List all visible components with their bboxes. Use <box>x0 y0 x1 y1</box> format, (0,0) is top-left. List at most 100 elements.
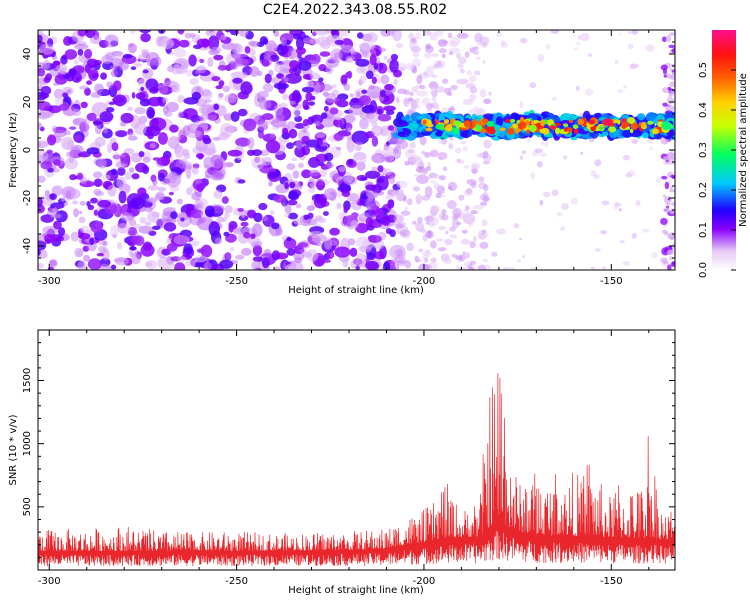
heatmap-cell <box>397 180 408 189</box>
heatmap-cell <box>71 108 82 117</box>
heatmap-cell <box>89 237 95 246</box>
heatmap-cell <box>93 209 99 216</box>
heatmap-cell <box>629 63 640 69</box>
heatmap-cell <box>186 129 202 138</box>
heatmap-cell <box>600 230 607 235</box>
heatmap-cell <box>667 160 675 165</box>
heatmap-cell <box>284 182 289 190</box>
heatmap-cell <box>664 207 670 213</box>
heatmap-cell <box>342 258 349 268</box>
heatmap-cell <box>379 89 386 98</box>
heatmap-cell <box>146 106 155 119</box>
heatmap-cell <box>393 147 399 154</box>
heatmap-cell <box>419 135 427 146</box>
heatmap-cell <box>588 119 596 125</box>
heatmap-cell <box>617 89 624 93</box>
heatmap-cell <box>240 210 246 219</box>
heatmap-cell <box>183 243 193 255</box>
heatmap-cell <box>84 87 91 96</box>
heatmap-cell <box>671 71 675 76</box>
heatmap-cell <box>404 206 408 212</box>
heatmap-cell <box>461 229 468 234</box>
heatmap-cell <box>334 246 351 258</box>
heatmap-cell <box>63 36 73 46</box>
heatmap-cell <box>526 137 531 143</box>
heatmap-cell <box>361 52 368 58</box>
heatmap-cell <box>601 200 610 206</box>
heatmap-cell <box>201 38 210 48</box>
heatmap-cell <box>594 159 602 167</box>
heatmap-cell <box>61 197 66 202</box>
heatmap-cell <box>431 74 438 79</box>
heatmap-cell <box>78 210 83 215</box>
heatmap-cell <box>529 82 537 89</box>
heatmap-cell <box>110 225 119 239</box>
heatmap-cell <box>133 62 142 67</box>
heatmap-cell <box>619 239 626 244</box>
heatmap-cell <box>395 222 407 227</box>
heatmap-cell <box>483 160 490 165</box>
heatmap-cell <box>416 74 423 85</box>
heatmap-cell <box>397 88 407 95</box>
heatmap-cell <box>112 80 122 91</box>
heatmap-cell <box>182 108 198 120</box>
heatmap-cell <box>192 167 199 175</box>
heatmap-cell <box>193 44 203 50</box>
heatmap-cell <box>443 88 448 95</box>
heatmap-cell <box>162 97 168 103</box>
heatmap-cell <box>110 168 118 176</box>
heatmap-cell <box>294 123 306 129</box>
heatmap-cell <box>113 94 127 107</box>
heatmap-cell <box>213 103 220 111</box>
heatmap-cell <box>667 264 672 270</box>
heatmap-cell <box>383 55 388 60</box>
heatmap-cell <box>662 36 667 43</box>
heatmap-cell <box>322 211 329 217</box>
heatmap-cell <box>240 247 252 256</box>
heatmap-cell <box>475 108 486 116</box>
heatmap-cell <box>77 48 84 56</box>
heatmap-cell <box>472 204 484 210</box>
heatmap-cell <box>481 118 489 124</box>
heatmap-cell <box>167 136 180 150</box>
heatmap-cell <box>73 208 79 218</box>
heatmap-cell <box>74 43 89 50</box>
heatmap-cell <box>550 30 560 34</box>
heatmap-cell <box>628 30 632 34</box>
heatmap-cell <box>188 54 197 67</box>
heatmap-cell <box>665 34 672 43</box>
heatmap-cell <box>208 48 220 56</box>
heatmap-cell <box>66 89 72 93</box>
heatmap-cell <box>97 199 112 208</box>
heatmap-cell <box>64 49 78 60</box>
heatmap-x-axis-label: Height of straight line (km) <box>288 285 424 296</box>
heatmap-cell <box>124 172 132 180</box>
heatmap-cell <box>463 165 470 169</box>
heatmap-cell <box>43 59 51 70</box>
heatmap-cell <box>444 238 453 246</box>
heatmap-cell <box>496 32 503 37</box>
heatmap-cell <box>387 125 395 131</box>
heatmap-cell <box>325 57 340 69</box>
heatmap-cell <box>416 174 429 185</box>
heatmap-cell <box>411 38 416 43</box>
heatmap-cell <box>431 97 437 102</box>
heatmap-cell <box>47 167 55 173</box>
heatmap-cell <box>376 78 383 84</box>
heatmap-cell <box>229 246 235 252</box>
heatmap-cell <box>135 92 146 100</box>
heatmap-cell <box>670 174 675 179</box>
heatmap-cell <box>663 74 668 78</box>
heatmap-cell <box>296 46 306 55</box>
heatmap-cell <box>281 93 289 101</box>
heatmap-cell <box>355 58 370 67</box>
heatmap-cell <box>488 91 492 96</box>
heatmap-cell <box>358 95 371 106</box>
heatmap-cell <box>350 220 359 229</box>
heatmap-cell <box>521 150 526 155</box>
heatmap-cell <box>116 176 127 190</box>
heatmap-cell <box>421 97 430 106</box>
colorbar-tick-label: 0.2 <box>698 182 709 198</box>
heatmap-cell <box>97 160 107 169</box>
heatmap-cell <box>347 127 352 133</box>
